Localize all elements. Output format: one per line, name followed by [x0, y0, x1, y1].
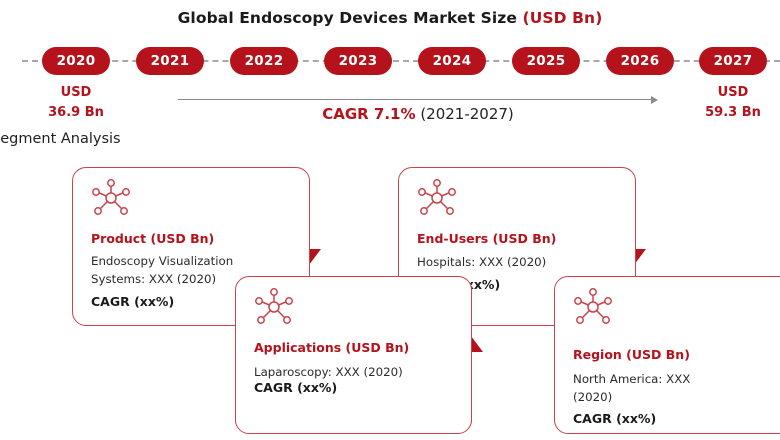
year-pill-2024: 2024	[418, 47, 486, 75]
segment-line: (2020)	[573, 390, 613, 404]
timeline-dashed-line	[22, 60, 780, 62]
segment-analysis-heading: Segment Analysis	[0, 131, 121, 147]
start-amount: 36.9 Bn	[48, 105, 104, 120]
segment-line: North America: XXX	[573, 372, 691, 386]
segment-label: Product (USD Bn)	[91, 231, 215, 246]
segment-description: North America: XXX (2020)	[573, 370, 690, 406]
segment-description: Endoscopy Visualization Systems: XXX (20…	[91, 252, 233, 288]
segment-card-region: Region (USD Bn) North America: XXX (2020…	[554, 276, 780, 434]
segment-label: End-Users (USD Bn)	[417, 231, 557, 246]
segment-label: Applications (USD Bn)	[254, 340, 410, 355]
cagr-period: (2021-2027)	[420, 105, 514, 123]
cagr-arrowhead-icon	[651, 96, 658, 104]
year-pill-2020: 2020	[42, 47, 110, 75]
segment-line: Endoscopy Visualization	[91, 254, 234, 268]
segment-description: Hospitals: XXX (2020)	[417, 253, 546, 271]
year-pill-2021: 2021	[136, 47, 204, 75]
end-currency: USD	[717, 85, 749, 100]
start-currency: USD	[60, 85, 92, 100]
title-unit: (USD Bn)	[522, 9, 603, 27]
network-icon	[418, 179, 456, 215]
year-pill-2026: 2026	[606, 47, 674, 75]
year-pill-2025: 2025	[512, 47, 580, 75]
year-pill-2027: 2027	[699, 47, 767, 75]
cagr-value: CAGR 7.1%	[322, 105, 416, 123]
network-icon	[92, 179, 130, 215]
cagr-arrow-line	[178, 99, 652, 100]
network-icon	[255, 288, 293, 324]
start-value: USD 36.9 Bn	[26, 83, 126, 123]
cagr-summary: CAGR 7.1% (2021-2027)	[178, 105, 658, 123]
end-value: USD 59.3 Bn	[683, 83, 780, 123]
year-pill-2022: 2022	[230, 47, 298, 75]
year-pill-2023: 2023	[324, 47, 392, 75]
segment-line: Systems: XXX (2020)	[91, 272, 217, 286]
end-amount: 59.3 Bn	[705, 105, 761, 120]
segment-line: Laparoscopy: XXX (2020)	[254, 365, 403, 379]
segment-description: Laparoscopy: XXX (2020)	[254, 363, 403, 381]
segment-line: Hospitals: XXX (2020)	[417, 255, 547, 269]
network-icon	[574, 288, 612, 324]
segment-cagr: CAGR (xx%)	[573, 411, 657, 426]
chart-title: Global Endoscopy Devices Market Size (US…	[0, 9, 780, 27]
segment-cagr: CAGR (xx%)	[91, 294, 175, 309]
segment-card-applications: Applications (USD Bn) Laparoscopy: XXX (…	[235, 276, 472, 434]
title-main: Global Endoscopy Devices Market Size	[177, 9, 518, 27]
segment-label: Region (USD Bn)	[573, 347, 690, 362]
segment-cagr: CAGR (xx%)	[254, 380, 338, 395]
